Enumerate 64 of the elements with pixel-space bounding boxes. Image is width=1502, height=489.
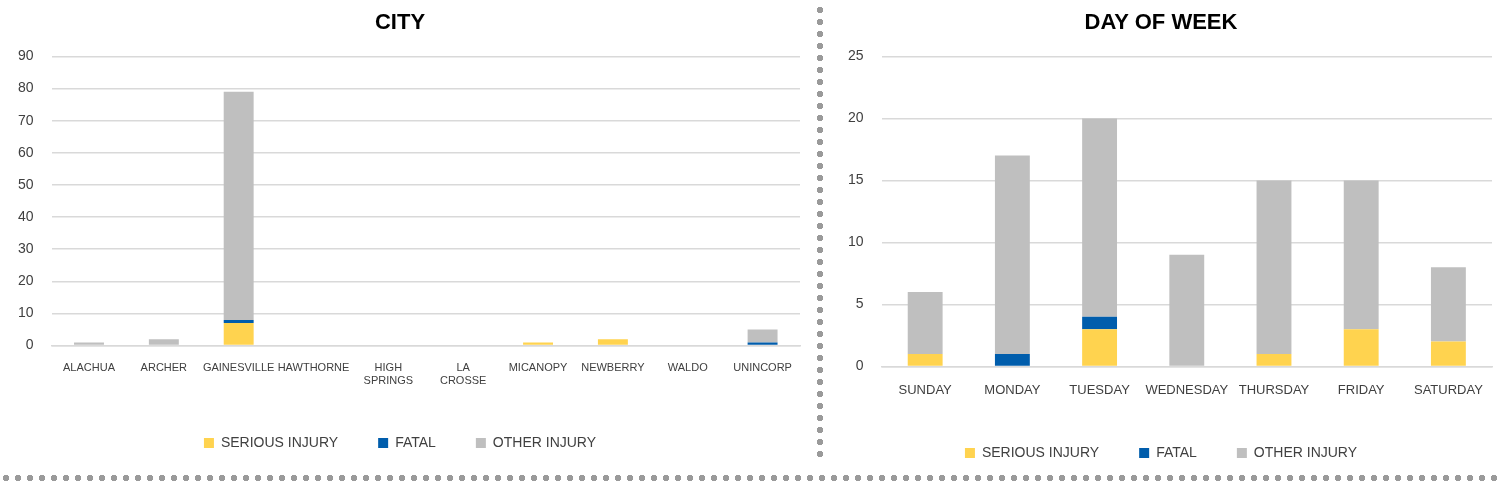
x-tick-label: SATURDAY [1413, 381, 1484, 397]
legend-label: SERIOUS INJURY [220, 433, 339, 450]
x-tick-label: NEWBERRY [581, 361, 646, 374]
x-tick-label: ARCHER [140, 361, 188, 374]
bar [1343, 180, 1379, 330]
bar [223, 319, 254, 324]
bar [1256, 354, 1292, 366]
legend-label: OTHER INJURY [492, 433, 597, 450]
legend-label: FATAL [1156, 443, 1198, 460]
x-tick-label: SUNDAY [898, 381, 953, 397]
bar [597, 339, 628, 345]
x-tick-label: FRIDAY [1337, 381, 1385, 397]
x-tick-label: MONDAY [984, 381, 1041, 397]
bar [523, 342, 554, 345]
bar [1082, 118, 1118, 317]
y-tick-label: 10 [847, 233, 864, 250]
x-tick-label: UNINCORP [733, 361, 792, 374]
y-tick-label: 20 [847, 109, 864, 126]
y-tick-label: 25 [847, 47, 864, 64]
bar [1343, 329, 1379, 366]
y-tick-label: 60 [17, 143, 34, 160]
y-tick-label: 0 [855, 357, 864, 374]
x-tick-label: HIGH SPRINGS [363, 361, 414, 387]
legend-label: SERIOUS INJURY [981, 443, 1100, 460]
y-tick-label: 80 [17, 79, 34, 96]
y-tick-label: 40 [17, 207, 34, 224]
y-tick-label: 70 [17, 111, 34, 128]
bar [74, 342, 104, 345]
chart-title: DAY OF WEEK [1084, 9, 1238, 35]
bar [1256, 180, 1292, 354]
legend-label: FATAL [395, 433, 437, 450]
x-tick-label: TUESDAY [1069, 381, 1131, 397]
bar [223, 91, 254, 320]
bar [747, 329, 778, 343]
bar [1430, 341, 1466, 366]
bar [907, 292, 943, 354]
y-tick-label: 15 [847, 171, 864, 188]
chart-title: CITY [374, 9, 426, 35]
x-tick-label: MICANOPY [508, 361, 569, 374]
y-tick-label: 90 [17, 47, 34, 64]
y-tick-label: 30 [17, 240, 34, 257]
bar [1082, 316, 1118, 330]
bar [1430, 267, 1466, 342]
bar [223, 323, 254, 345]
y-tick-label: 10 [17, 304, 34, 321]
x-tick-label: GAINESVILLE [202, 361, 275, 374]
x-tick-label: HAWTHORNE [277, 361, 350, 374]
x-tick-label: WALDO [667, 361, 709, 374]
y-tick-label: 50 [17, 175, 34, 192]
y-tick-label: 5 [855, 295, 864, 312]
bar [747, 342, 778, 345]
bar [907, 354, 943, 366]
bar [148, 339, 179, 345]
y-tick-label: 20 [17, 272, 34, 289]
bar [1169, 254, 1205, 366]
legend-label: OTHER INJURY [1253, 443, 1358, 460]
bar [994, 354, 1030, 366]
y-tick-label: 0 [25, 336, 34, 353]
x-tick-label: ALACHUA [63, 361, 116, 374]
x-tick-label: LA CROSSE [439, 361, 487, 387]
bar [994, 155, 1030, 354]
x-tick-label: WEDNESDAY [1145, 381, 1229, 397]
bar [1082, 329, 1118, 366]
x-tick-label: THURSDAY [1238, 381, 1310, 397]
